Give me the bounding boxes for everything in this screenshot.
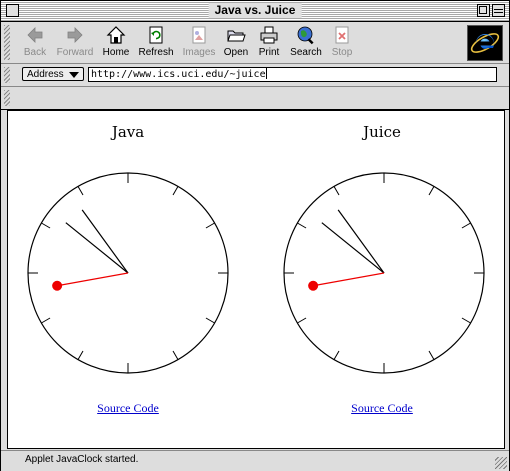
address-label: Address [27,69,64,80]
search-button[interactable]: Search [288,25,324,61]
java-clock-tick [172,186,179,196]
address-bar: Address http://www.ics.uci.edu/~juice [1,64,509,87]
chevron-down-icon [69,72,79,78]
refresh-button[interactable]: Refresh [136,25,176,61]
juice-second-hand-dot [308,280,319,291]
open-button[interactable]: Open [222,25,250,61]
status-text: Applet JavaClock started. [25,454,139,465]
back-button[interactable]: Back [19,25,51,61]
stop-label: Stop [331,47,353,58]
address-bar-grip[interactable] [4,67,10,83]
images-icon [192,26,206,44]
open-label: Open [223,47,249,58]
back-arrow-icon [27,27,43,43]
page-content: Java Juice Source Code Source Code [7,110,505,449]
home-button[interactable]: Home [101,25,131,61]
java-second-hand [57,272,129,287]
java-source-code-link[interactable]: Source Code [97,401,159,415]
java-clock-tick [205,222,215,229]
stop-button[interactable]: Stop [328,25,356,61]
home-icon [106,26,126,44]
juice-clock-tick [333,350,340,360]
java-clock-tick [41,317,51,324]
search-label: Search [290,47,322,58]
java-hour-hand [65,222,129,274]
java-clock [27,172,229,374]
forward-label: Forward [56,47,94,58]
juice-clock-tick [461,222,471,229]
favorites-bar [1,87,509,110]
globe-search-icon [297,26,314,45]
address-dropdown[interactable]: Address [22,67,84,81]
juice-source-code-link[interactable]: Source Code [351,401,413,415]
juice-clock-tick [428,350,435,360]
juice-clock-tick [297,317,307,324]
juice-clock-tick [428,186,435,196]
refresh-label: Refresh [138,47,174,58]
window-title: Java vs. Juice [208,3,302,18]
print-label: Print [258,47,280,58]
collapse-box[interactable] [492,4,505,17]
forward-arrow-icon [67,27,83,43]
favorites-bar-grip[interactable] [4,90,10,106]
open-folder-icon [227,30,246,42]
printer-icon [260,26,278,44]
java-minute-hand [81,209,129,274]
home-label: Home [102,47,130,58]
url-text: http://www.ics.uci.edu/~juice [91,69,266,80]
juice-clock [283,172,485,374]
forward-button[interactable]: Forward [54,25,96,61]
juice-second-hand [313,272,385,287]
java-clock-tick [41,222,51,229]
java-second-hand-dot [52,280,63,291]
back-label: Back [23,47,47,58]
juice-clock-tick [461,317,471,324]
juice-clock-tick [297,222,307,229]
stop-icon [335,26,349,44]
resize-handle[interactable] [495,457,507,469]
button-toolbar: Back Forward Home Refresh Images Open Pr… [1,22,509,64]
images-button[interactable]: Images [181,25,217,61]
java-clock-tick [77,350,84,360]
java-title: Java [111,123,145,141]
juice-minute-hand [337,209,385,274]
toolbar-grip[interactable] [4,25,10,60]
juice-clock-tick [333,186,340,196]
zoom-box[interactable] [477,4,490,17]
url-input[interactable]: http://www.ics.uci.edu/~juice [88,67,497,82]
title-bar[interactable]: Java vs. Juice [1,1,509,22]
close-box[interactable] [6,4,19,17]
text-cursor [265,68,267,79]
java-clock-tick [172,350,179,360]
juice-hour-hand [321,222,385,274]
java-clock-tick [205,317,215,324]
internet-explorer-logo [467,25,503,61]
print-button[interactable]: Print [255,25,283,61]
juice-title: Juice [363,123,401,141]
java-clock-tick [77,186,84,196]
images-label: Images [182,47,216,58]
status-bar: Applet JavaClock started. [1,450,509,471]
refresh-icon [149,26,163,44]
